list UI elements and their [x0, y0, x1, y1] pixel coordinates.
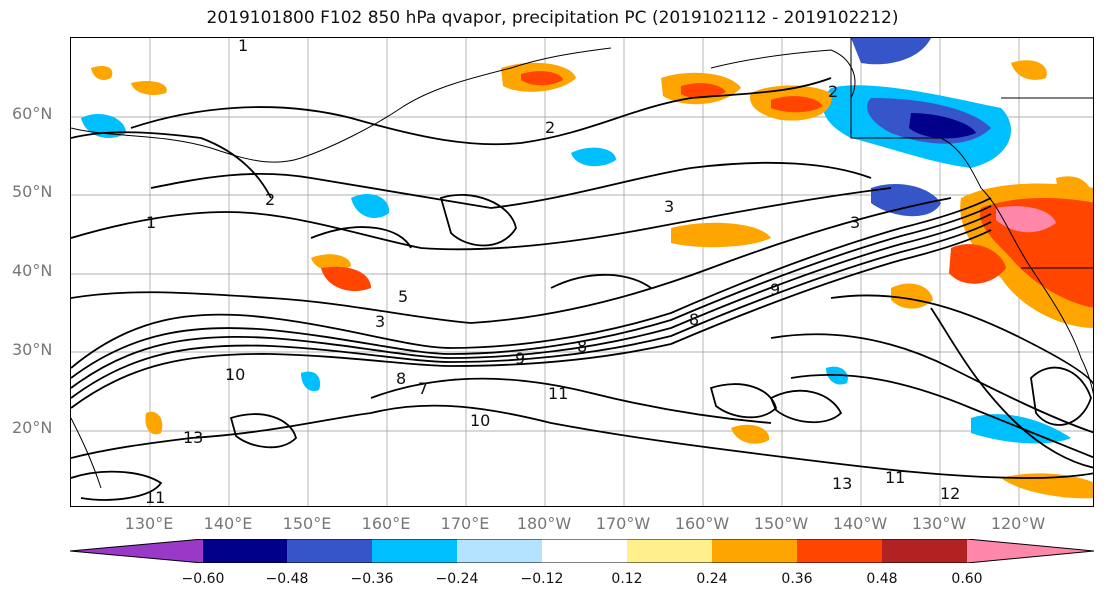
shading [81, 38, 1093, 499]
lon-label-160e: 160°E [361, 514, 411, 533]
colorbar-bin [457, 539, 542, 563]
lat-label-30n: 30°N [12, 340, 53, 359]
colorbar-label: −0.24 [435, 571, 479, 587]
colorbar-label: −0.36 [350, 571, 394, 587]
chart-title: 2019101800 F102 850 hPa qvapor, precipit… [206, 8, 899, 28]
lat-label-20n: 20°N [12, 418, 53, 437]
lon-label-130e: 130°E [124, 514, 174, 533]
lat-label-50n: 50°N [12, 182, 53, 201]
colorbar-label: 0.60 [951, 571, 983, 587]
lon-label-150w: 150°W [753, 514, 809, 533]
colorbar-extend-low [70, 539, 203, 563]
map-svg [71, 38, 1093, 506]
colorbar-label: 0.36 [781, 571, 813, 587]
lon-label-150e: 150°E [282, 514, 332, 533]
colorbar-label: 0.24 [696, 571, 728, 587]
colorbar-bin [797, 539, 882, 563]
contours [71, 77, 1093, 501]
lat-label-40n: 40°N [12, 261, 53, 280]
colorbar-label: −0.60 [181, 571, 225, 587]
lon-label-180w: 180°W [516, 514, 572, 533]
lon-label-170e: 170°E [440, 514, 490, 533]
lat-label-60n: 60°N [12, 104, 53, 123]
lon-label-160w: 160°W [674, 514, 730, 533]
lon-label-120w: 120°W [990, 514, 1046, 533]
coastlines [71, 38, 1093, 489]
colorbar-bin [712, 539, 797, 563]
colorbar-label: −0.48 [265, 571, 309, 587]
colorbar-bin [627, 539, 712, 563]
colorbar-extend-high [967, 539, 1094, 563]
colorbar-bin [542, 539, 627, 563]
lon-label-140e: 140°E [203, 514, 253, 533]
colorbar-bin [372, 539, 457, 563]
lon-label-130w: 130°W [911, 514, 967, 533]
colorbar-bin [287, 539, 372, 563]
colorbar-label: −0.12 [520, 571, 564, 587]
colorbar-label: 0.48 [866, 571, 898, 587]
map-panel [70, 37, 1094, 507]
colorbar [70, 539, 1094, 563]
colorbar-bin [882, 539, 967, 563]
lon-label-140w: 140°W [832, 514, 888, 533]
lon-label-170w: 170°W [595, 514, 651, 533]
colorbar-label: 0.12 [611, 571, 643, 587]
colorbar-bin [203, 539, 287, 563]
